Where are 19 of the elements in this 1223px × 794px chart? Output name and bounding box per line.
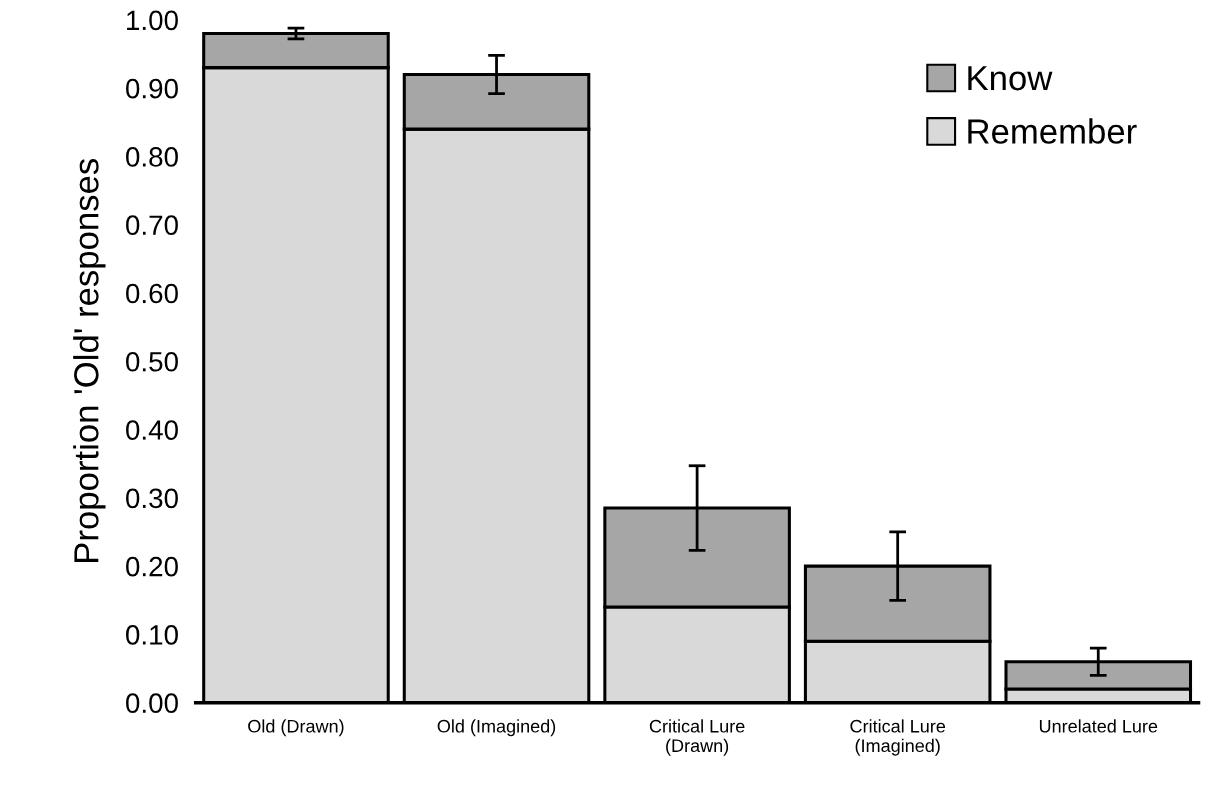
x-tick-label: Critical Lure (Imagined) <box>850 719 946 756</box>
y-tick-label: 0.10 <box>126 625 178 645</box>
legend-label: Remember <box>968 118 1137 144</box>
y-tick-label: 0.80 <box>126 147 178 167</box>
x-tick-label: Critical Lure (Drawn) <box>649 719 745 756</box>
y-tick-label: 0.50 <box>126 351 178 372</box>
y-tick-label: 0.30 <box>126 488 178 509</box>
legend-label: Know <box>968 66 1053 91</box>
y-tick-label: 0.20 <box>126 556 178 577</box>
y-tick-label: 0.40 <box>126 420 178 440</box>
y-tick-label: 0.70 <box>126 215 178 236</box>
y-tick-label: 0.90 <box>126 78 178 99</box>
x-tick-label: Unrelated Lure <box>1039 719 1158 733</box>
y-tick-label: 0.00 <box>126 693 178 714</box>
y-tick-label: 0.60 <box>126 283 178 304</box>
y-axis-title: Proportion 'Old' responses <box>73 159 106 562</box>
y-tick-label: 1.00 <box>127 10 178 31</box>
x-tick-label: Old (Drawn) <box>248 719 344 737</box>
x-tick-label: Old (Imagined) <box>437 719 556 737</box>
